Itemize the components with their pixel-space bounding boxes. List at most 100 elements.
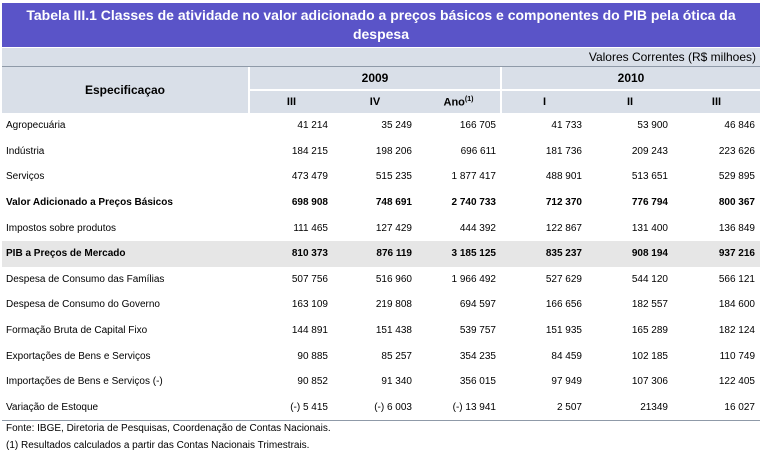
cell-value: 131 400: [631, 222, 668, 234]
table-row: Indústria 184 215 198 206 696 611 181 736 209…: [2, 139, 760, 165]
cell-value: 2 507: [501, 394, 587, 422]
cell-value: 84 459: [551, 350, 582, 362]
cell-value: 46 846: [724, 120, 755, 132]
cell-value: 184 600: [718, 299, 755, 311]
units-label: Valores Correntes (R$ milhoes): [2, 48, 760, 67]
cell-value: 184 215: [291, 145, 328, 157]
row-label: Despesa de Consumo do Governo: [6, 299, 160, 311]
row-label: Serviços: [6, 171, 45, 183]
cell-value: 908 194: [587, 240, 673, 267]
table-row: Despesa de Consumo do Governo 163 109 219 …: [2, 292, 760, 318]
spec-header: Especificaçao: [2, 67, 250, 113]
cell-value: 107 306: [631, 376, 668, 388]
cell-value: 835 237: [501, 240, 587, 267]
cell-value: 166 656: [545, 299, 582, 311]
notes: Fonte: IBGE, Diretoria de Pesquisas, Coo…: [6, 420, 331, 454]
cell-value: 85 257: [381, 350, 412, 362]
cell-value: (-) 5 415: [249, 394, 333, 422]
cell-value: 515 235: [375, 171, 412, 183]
cell-value: 223 626: [718, 145, 755, 157]
cell-value: 516 960: [375, 273, 412, 285]
cell-value: 90 885: [297, 350, 328, 362]
cell-value: 111 465: [293, 222, 328, 234]
cell-value: 198 206: [375, 145, 412, 157]
year-2009-header: 2009: [249, 67, 501, 91]
row-label: Despesa de Consumo das Famílias: [6, 273, 165, 285]
table-row: Agropecuária 41 214 35 249 166 705 41 733 53 …: [2, 113, 760, 139]
cell-value: 776 794: [631, 197, 668, 209]
cell-value: 16 027: [673, 394, 760, 422]
cell-value: 90 852: [297, 376, 328, 388]
cell-value: 144 891: [291, 325, 328, 337]
table-row: Importações de Bens e Serviços (-) 90 852…: [2, 369, 760, 395]
cell-value: 800 367: [718, 197, 755, 209]
table-row: Formação Bruta de Capital Fixo 144 891 151…: [2, 318, 760, 344]
cell-value: 182 557: [631, 299, 668, 311]
table-row: Despesa de Consumo das Famílias 507 756 51…: [2, 267, 760, 293]
cell-value: 748 691: [375, 197, 412, 209]
cell-value: 219 808: [375, 299, 412, 311]
table-row: Variação de Estoque (-) 5 415 (-) 6 003 (-)…: [2, 394, 760, 422]
row-label: Formação Bruta de Capital Fixo: [6, 325, 148, 337]
row-label: Valor Adicionado a Preços Básicos: [6, 197, 173, 209]
cell-value: 444 392: [459, 222, 496, 234]
cell-value: 165 289: [631, 325, 668, 337]
row-label: Variação de Estoque: [2, 394, 249, 422]
year-2010-header: 2010: [500, 67, 760, 91]
cell-value: 21349: [587, 394, 673, 422]
cell-value: 122 405: [718, 376, 755, 388]
row-label: Importações de Bens e Serviços (-): [6, 376, 163, 388]
col-header: IV: [333, 90, 417, 113]
cell-value: 127 429: [375, 222, 412, 234]
cell-value: 529 895: [718, 171, 755, 183]
cell-value: 102 185: [631, 350, 668, 362]
cell-value: 527 629: [545, 273, 582, 285]
footnote-marker: (1): [464, 95, 474, 103]
cell-value: 181 736: [545, 145, 582, 157]
cell-value: 507 756: [291, 273, 328, 285]
cell-value: 97 949: [551, 376, 582, 388]
cell-value: 2 740 733: [451, 197, 497, 209]
cell-value: 35 249: [381, 120, 412, 132]
cell-value: 151 438: [375, 325, 412, 337]
row-label: Indústria: [6, 145, 45, 157]
footnote: (1) Resultados calculados a partir das C…: [6, 440, 310, 451]
cell-value: 539 757: [459, 325, 496, 337]
cell-value: 698 908: [291, 197, 328, 209]
table-row: Valor Adicionado a Preços Básicos 698 908…: [2, 190, 760, 216]
cell-value: 356 015: [459, 376, 496, 388]
cell-value: 696 611: [460, 145, 496, 157]
table-row: Serviços 473 479 515 235 1 877 417 488 901 51…: [2, 164, 760, 190]
cell-value: 694 597: [459, 299, 496, 311]
cell-value: 3 185 125: [417, 240, 501, 267]
row-label: PIB a Preços de Mercado: [2, 240, 249, 267]
cell-value: (-) 13 941: [417, 394, 501, 422]
cell-value: 91 340: [381, 376, 412, 388]
cell-value: 136 849: [718, 222, 755, 234]
cell-value: 810 373: [249, 240, 333, 267]
table-row: Exportações de Bens e Serviços 90 885 85 2…: [2, 343, 760, 369]
col-header: III: [673, 90, 760, 113]
row-label: Exportações de Bens e Serviços: [6, 350, 151, 362]
cell-value: 41 733: [551, 120, 582, 132]
cell-value: 544 120: [631, 273, 668, 285]
cell-value: 163 109: [291, 299, 328, 311]
cell-value: 712 370: [545, 197, 582, 209]
cell-value: 473 479: [291, 171, 328, 183]
cell-value: (-) 6 003: [333, 394, 417, 422]
cell-value: 1 877 417: [451, 171, 497, 183]
table-title: Tabela III.1 Classes de atividade no val…: [2, 3, 760, 47]
cell-value: 937 216: [673, 240, 760, 267]
cell-value: 110 749: [719, 350, 755, 362]
col-header: II: [587, 90, 673, 113]
table-row: PIB a Preços de Mercado 810 373 876 119 3 1…: [2, 240, 760, 267]
cell-value: 182 124: [718, 325, 755, 337]
cell-value: 1 966 492: [451, 273, 497, 285]
cell-value: 166 705: [459, 120, 496, 132]
table-row: Impostos sobre produtos 111 465 127 429 444…: [2, 215, 760, 241]
cell-value: 876 119: [333, 240, 417, 267]
col-header: I: [500, 90, 587, 113]
source-note: Fonte: IBGE, Diretoria de Pesquisas, Coo…: [6, 423, 331, 434]
cell-value: 354 235: [459, 350, 496, 362]
